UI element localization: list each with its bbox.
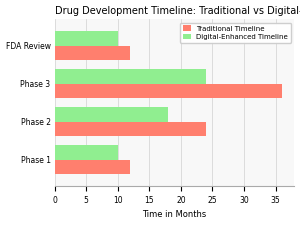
X-axis label: Time in Months: Time in Months [142,210,207,219]
Bar [55,31,118,46]
Text: Drug Development Timeline: Traditional vs Digital-Enhanced Trials: Drug Development Timeline: Traditional v… [55,6,300,16]
Bar [55,46,130,60]
Bar [55,69,206,84]
Bar [55,84,282,98]
Bar [55,122,206,136]
Bar [55,160,130,174]
Bar [55,107,168,122]
Bar [55,145,118,160]
Legend: Traditional Timeline, Digital-Enhanced Timeline: Traditional Timeline, Digital-Enhanced T… [180,22,291,43]
